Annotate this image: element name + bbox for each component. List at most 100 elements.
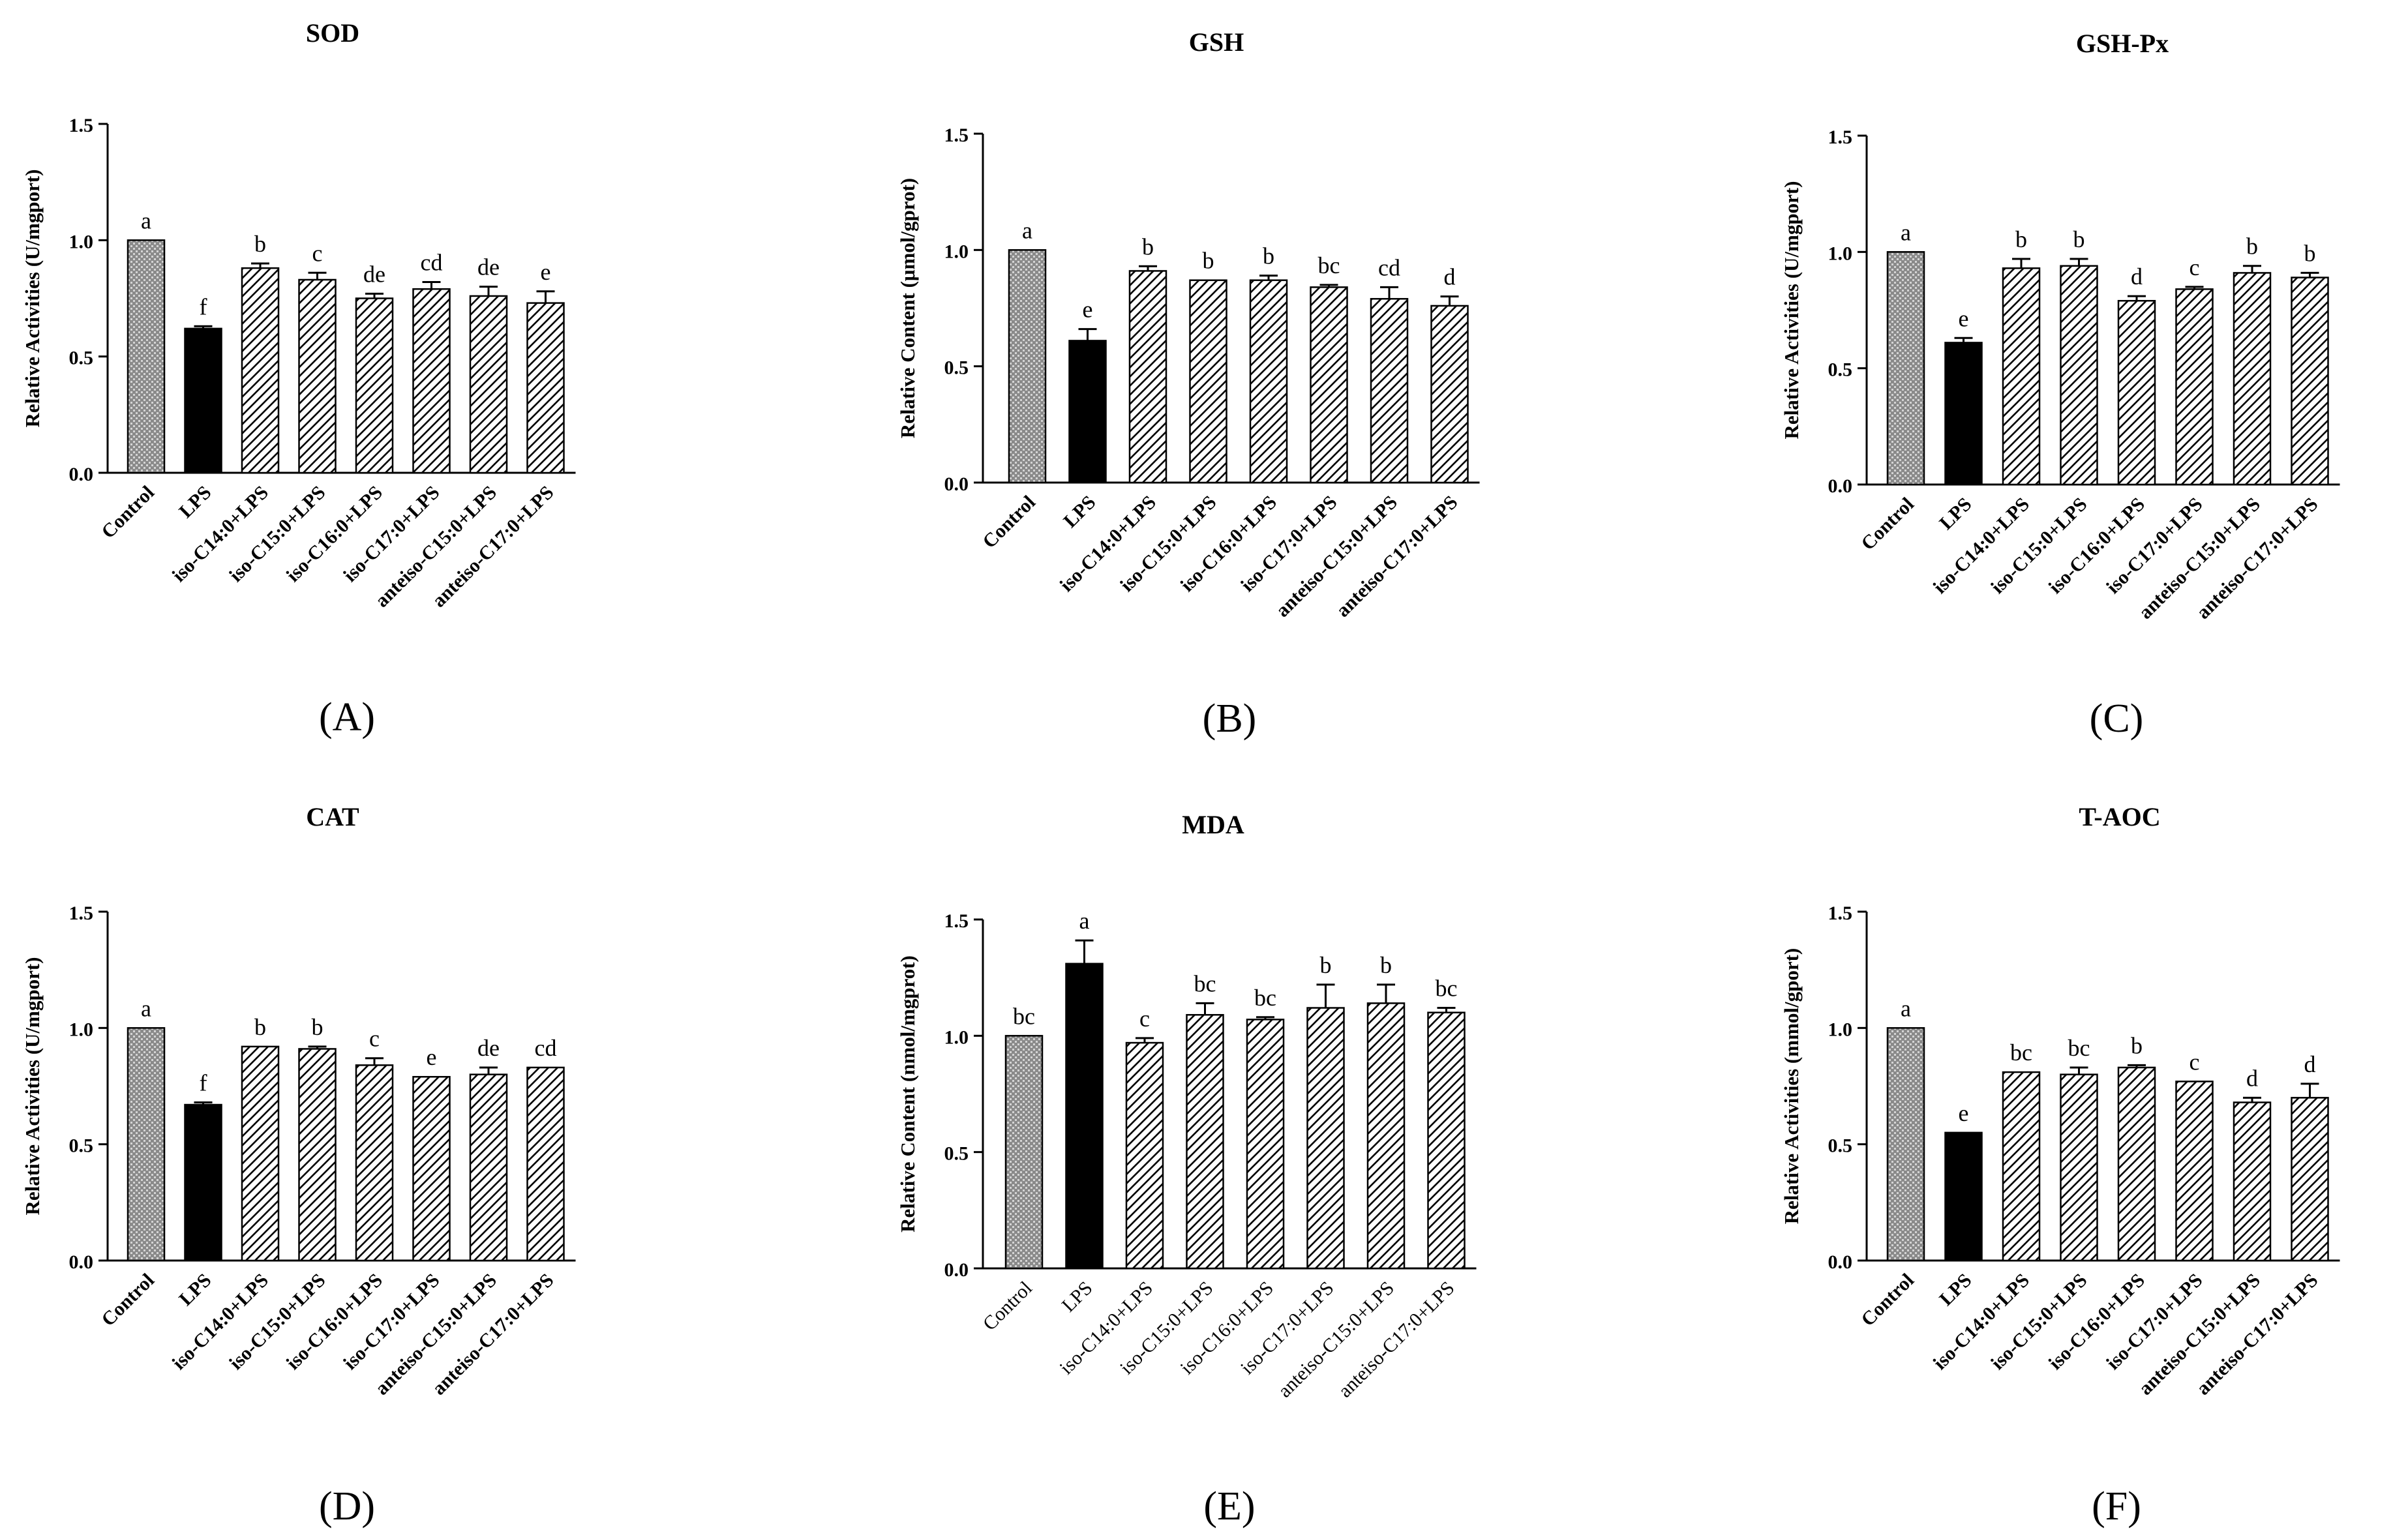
significance-letter-1: a xyxy=(141,207,151,233)
significance-letter-7: cd xyxy=(1378,254,1400,280)
bar-4 xyxy=(2060,265,2098,486)
significance-letter-4: c xyxy=(312,240,323,266)
x-tick-label-4: iso-C15:0+LPS xyxy=(225,482,329,586)
bar-4 xyxy=(298,1048,337,1262)
x-tick-label-6: iso-C17:0+LPS xyxy=(339,482,444,586)
y-tick-label: 1.0 xyxy=(69,1019,94,1040)
y-tick-label: 1.0 xyxy=(944,1026,969,1048)
significance-letter-2: f xyxy=(200,293,207,320)
significance-letter-6: c xyxy=(2190,254,2200,280)
significance-letter-8: e xyxy=(541,259,551,285)
significance-letter-4: bc xyxy=(2068,1035,2090,1061)
x-tick-label-1: Control xyxy=(979,1278,1036,1335)
x-tick-label-3: iso-C14:0+LPS xyxy=(168,1270,273,1374)
bar-5 xyxy=(1249,279,1288,484)
bar-2 xyxy=(184,327,222,474)
y-tick-label: 1.5 xyxy=(944,910,969,932)
y-tick-label: 0.5 xyxy=(944,357,969,379)
panel-label: (E) xyxy=(1203,1484,1255,1529)
chart-panel-b: GSH 0.0 0.5 1.0 1.5 Relative Content (μmol/gp… xyxy=(896,27,1480,741)
panel-label: (D) xyxy=(319,1484,375,1529)
significance-letter-2: e xyxy=(1083,297,1093,323)
bar-8 xyxy=(526,1066,565,1262)
chart-title: CAT xyxy=(306,802,359,831)
bar-7 xyxy=(1370,297,1409,484)
y-tick-label: 1.5 xyxy=(69,115,94,136)
significance-letter-5: d xyxy=(2131,263,2143,290)
y-axis-label: Relative Content (μmol/gprot) xyxy=(896,178,919,438)
chart-title: MDA xyxy=(1182,810,1244,839)
y-axis-label: Relative Activities (U/mgport) xyxy=(21,957,44,1216)
bar-3 xyxy=(1128,270,1167,484)
significance-letter-8: cd xyxy=(535,1035,557,1061)
bar-4 xyxy=(1186,1013,1224,1270)
significance-letter-3: b xyxy=(1142,233,1154,260)
y-tick-label: 1.0 xyxy=(1828,1019,1853,1040)
y-tick-label: 0.0 xyxy=(69,1251,94,1273)
x-tick-label-1: Control xyxy=(1857,494,1918,555)
x-tick-label-1: Control xyxy=(1857,1270,1918,1331)
significance-letter-5: bc xyxy=(1254,985,1276,1011)
bar-3 xyxy=(241,267,280,474)
bar-7 xyxy=(2233,272,2272,486)
y-tick-label: 0.5 xyxy=(944,1143,969,1165)
significance-letter-4: bc xyxy=(1194,970,1216,996)
x-tick-label-1: Control xyxy=(97,1270,158,1331)
bar-1 xyxy=(127,1027,166,1262)
bar-2 xyxy=(1065,963,1104,1270)
y-tick-label: 1.5 xyxy=(1828,127,1853,148)
significance-letter-6: c xyxy=(2190,1049,2200,1075)
x-tick-label-3: iso-C14:0+LPS xyxy=(168,482,273,586)
x-tick-label-2: LPS xyxy=(1059,492,1100,532)
y-axis-label: Relative Activities (mmol/gport) xyxy=(1780,948,1803,1225)
significance-letter-8: bc xyxy=(1436,976,1458,1002)
bar-4 xyxy=(2060,1073,2098,1262)
significance-letter-3: c xyxy=(1139,1006,1150,1032)
significance-letter-1: a xyxy=(1901,995,1911,1021)
chart-panel-f: T-AOC 0.0 0.5 1.0 1.5 Relative Activities (mm… xyxy=(1780,802,2340,1529)
x-tick-label-8: anteiso-C17:0+LPS xyxy=(1334,1278,1459,1402)
significance-letter-3: b xyxy=(254,231,266,257)
y-tick-label: 0.0 xyxy=(69,464,94,485)
y-tick-label: 1.0 xyxy=(1828,243,1853,264)
y-tick-label: 0.5 xyxy=(69,348,94,369)
chart-panel-e: MDA 0.0 0.5 1.0 1.5 Relative Content (nmol/mg… xyxy=(896,810,1477,1529)
x-tick-label-2: LPS xyxy=(1935,1270,1976,1310)
significance-letter-6: b xyxy=(1320,952,1332,978)
y-tick-label: 0.0 xyxy=(944,1259,969,1281)
significance-letter-4: b xyxy=(1203,248,1214,274)
x-tick-label-6: iso-C17:0+LPS xyxy=(339,1270,444,1374)
significance-letter-6: e xyxy=(427,1044,437,1070)
significance-letter-5: de xyxy=(363,261,385,287)
chart-panel-d: CAT 0.0 0.5 1.0 1.5 Relative Activities (U/mg… xyxy=(21,802,576,1529)
bar-3 xyxy=(2002,267,2041,486)
y-tick-label: 1.5 xyxy=(69,903,94,924)
y-tick-label: 1.0 xyxy=(944,241,969,262)
bar-7 xyxy=(469,295,508,474)
significance-letter-8: d xyxy=(1444,264,1456,290)
bar-7 xyxy=(2233,1101,2272,1262)
significance-letter-2: f xyxy=(200,1069,207,1096)
significance-letter-3: b xyxy=(254,1014,266,1040)
significance-letter-5: c xyxy=(369,1026,380,1052)
bar-5 xyxy=(355,297,394,474)
y-axis-label: Relative Activities (U/mgport) xyxy=(21,170,44,428)
bar-6 xyxy=(412,288,451,474)
bar-5 xyxy=(2117,299,2156,486)
y-axis-label: Relative Content (nmol/mgprot) xyxy=(896,955,919,1233)
bar-5 xyxy=(1246,1019,1285,1270)
bar-8 xyxy=(2291,276,2329,486)
x-tick-label-5: iso-C16:0+LPS xyxy=(282,1270,387,1374)
significance-letter-7: de xyxy=(477,1035,500,1061)
bar-6 xyxy=(2175,288,2214,486)
y-tick-label: 0.5 xyxy=(69,1135,94,1157)
significance-letter-3: b xyxy=(2015,226,2027,252)
bar-7 xyxy=(469,1073,508,1262)
significance-letter-7: de xyxy=(477,254,500,280)
panel-label: (C) xyxy=(2090,696,2144,741)
x-tick-label-2: LPS xyxy=(1058,1278,1097,1317)
x-tick-label-1: Control xyxy=(97,482,158,543)
bar-6 xyxy=(412,1075,451,1262)
x-tick-label-1: Control xyxy=(978,492,1040,553)
